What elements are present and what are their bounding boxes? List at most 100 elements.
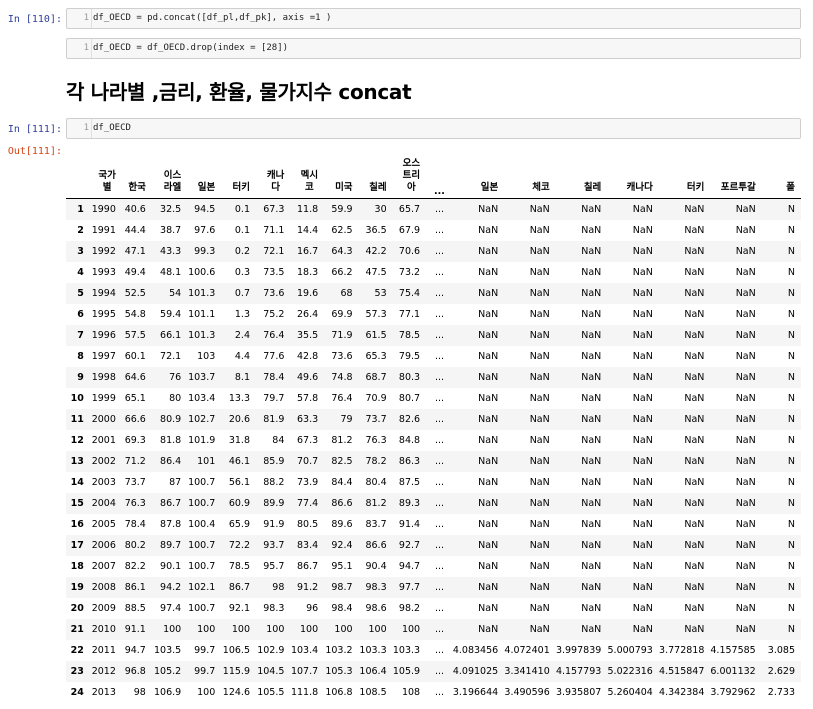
row-index: 24 bbox=[70, 687, 84, 698]
table-cell: 101.1 bbox=[188, 309, 216, 320]
table-cell: 80.9 bbox=[151, 409, 188, 430]
table-cell: 100 bbox=[290, 619, 325, 640]
table-cell: 20.6 bbox=[221, 409, 256, 430]
table-cell: 87.8 bbox=[160, 519, 182, 530]
table-cell: NaN bbox=[632, 477, 653, 488]
table-cell: 71.1 bbox=[263, 225, 285, 236]
table-cell: 14.4 bbox=[297, 225, 319, 236]
table-cell: NaN bbox=[581, 309, 602, 320]
table-cell: 92.1 bbox=[228, 603, 250, 614]
table-cell: NaN bbox=[504, 325, 556, 346]
table-cell: NaN bbox=[710, 451, 762, 472]
table-cell: 66.2 bbox=[331, 267, 353, 278]
table-cell: 86.7 bbox=[221, 577, 256, 598]
table-cell: 3.341410 bbox=[504, 661, 556, 682]
table-cell: 52.5 bbox=[121, 283, 152, 304]
table-cell: NaN bbox=[607, 409, 659, 430]
table-cell: ... bbox=[434, 603, 444, 614]
output-area[interactable]: 국가 별 한국 이스 라엘 일본 터키 캐나 다 멕시 코 미국 칠레 오스 트리 아... 일본 체코 칠레 캐나다… bbox=[66, 158, 801, 709]
table-row: 3 1992 47.1 43.3 99.3 0.2 72.1 16.7 64.3 42.2 70.6… bbox=[66, 241, 801, 262]
table-cell: 49.4 bbox=[124, 267, 146, 278]
table-cell: 47.1 bbox=[121, 241, 152, 262]
column-header: 칠레 bbox=[358, 158, 393, 199]
table-cell: 26.4 bbox=[297, 309, 319, 320]
table-cell: 100.7 bbox=[188, 477, 216, 488]
table-cell: 5.000793 bbox=[607, 645, 653, 656]
table-cell: N bbox=[787, 351, 795, 362]
table-cell: 89.9 bbox=[256, 493, 291, 514]
code-cell[interactable]: 1 df_OECD = pd.concat([df_pl,df_pk], axi… bbox=[66, 8, 801, 29]
row-index: 13 bbox=[66, 451, 90, 472]
table-cell: 84.4 bbox=[331, 477, 353, 488]
table-cell: 86.3 bbox=[392, 451, 427, 472]
table-cell: ... bbox=[434, 393, 444, 404]
table-cell: 79.5 bbox=[398, 351, 421, 362]
table-cell: NaN bbox=[684, 267, 705, 278]
table-cell: 98.4 bbox=[331, 603, 353, 614]
code-line[interactable]: df_OECD = df_OECD.drop(index = [28]) bbox=[93, 43, 289, 53]
table-cell: 61.5 bbox=[358, 325, 393, 346]
table-cell: 100 bbox=[392, 619, 427, 640]
table-cell: NaN bbox=[607, 241, 659, 262]
output-prompt: Out[111]: bbox=[7, 146, 62, 157]
table-cell: 2007 bbox=[91, 561, 116, 572]
table-cell: NaN bbox=[607, 283, 659, 304]
dataframe-table: 국가 별 한국 이스 라엘 일본 터키 캐나 다 멕시 코 미국 칠레 오스 트리 아... 일본 체코 칠레 캐나다… bbox=[66, 158, 801, 703]
table-cell: 103.3 bbox=[392, 645, 421, 656]
table-cell: NaN bbox=[581, 603, 602, 614]
row-index: 20 bbox=[70, 603, 84, 614]
table-cell: NaN bbox=[735, 477, 756, 488]
table-cell: 2003 bbox=[91, 477, 116, 488]
table-body: 1 1990 40.6 32.5 94.5 0.1 67.3 11.8 59.9 30 65.7..… bbox=[66, 198, 801, 704]
code-cell[interactable]: 1 df_OECD = df_OECD.drop(index = [28]) bbox=[66, 38, 801, 59]
column-header: 일본 bbox=[452, 158, 505, 199]
table-cell: 76.4 bbox=[331, 393, 353, 404]
table-cell: 98.3 bbox=[358, 577, 393, 598]
table-cell: 98.7 bbox=[324, 577, 359, 598]
table-cell: 46.1 bbox=[221, 451, 256, 472]
table-cell: NaN bbox=[632, 603, 653, 614]
table-cell: 65.1 bbox=[124, 393, 146, 404]
row-index: 10 bbox=[70, 393, 84, 404]
table-cell: ... bbox=[434, 519, 444, 530]
code-cell[interactable]: 1 df_OECD bbox=[66, 118, 801, 139]
table-cell: 48.1 bbox=[160, 267, 182, 278]
table-cell: 105.9 bbox=[392, 661, 427, 682]
column-header: 국가 별 bbox=[89, 158, 122, 199]
table-cell: 78.4 bbox=[256, 367, 291, 388]
table-cell: ... bbox=[426, 577, 453, 598]
table-cell: 78.4 bbox=[124, 519, 146, 530]
table-cell: 81.8 bbox=[160, 435, 182, 446]
column-header: 터키 bbox=[658, 158, 711, 199]
table-cell: NaN bbox=[452, 198, 505, 220]
row-index: 7 bbox=[66, 325, 90, 346]
table-cell: 68 bbox=[324, 283, 359, 304]
table-cell: 60.9 bbox=[221, 493, 256, 514]
table-cell: NaN bbox=[735, 393, 756, 404]
table-cell: 87 bbox=[169, 477, 182, 488]
code-line[interactable]: df_OECD = pd.concat([df_pl,df_pk], axis … bbox=[93, 13, 332, 23]
table-cell: NaN bbox=[710, 577, 762, 598]
table-cell: 4.083456 bbox=[452, 645, 499, 656]
table-cell: 2005 bbox=[91, 519, 116, 530]
table-cell: 1996 bbox=[89, 325, 122, 346]
table-cell: N bbox=[787, 477, 795, 488]
table-cell: 38.7 bbox=[160, 225, 182, 236]
table-cell: 73.6 bbox=[256, 283, 291, 304]
table-cell: NaN bbox=[710, 325, 762, 346]
table-cell: 108.5 bbox=[359, 687, 387, 698]
code-line[interactable]: df_OECD bbox=[93, 123, 131, 133]
table-row: 20 2009 88.5 97.4 100.7 92.1 98.3 96 98.4 98.6 98.… bbox=[66, 598, 801, 619]
table-cell: NaN bbox=[658, 283, 711, 304]
row-index: 6 bbox=[77, 309, 84, 320]
table-cell: NaN bbox=[478, 603, 499, 614]
table-cell: 111.8 bbox=[290, 687, 319, 698]
table-cell: 77.1 bbox=[398, 309, 421, 320]
table-cell: 66.6 bbox=[121, 409, 152, 430]
table-cell: 77.6 bbox=[263, 351, 285, 362]
table-cell: 73.6 bbox=[331, 351, 353, 362]
table-cell: N bbox=[761, 451, 801, 472]
table-cell: 1990 bbox=[89, 198, 122, 220]
column-header: 폴 bbox=[761, 158, 801, 199]
table-cell: NaN bbox=[555, 325, 608, 346]
